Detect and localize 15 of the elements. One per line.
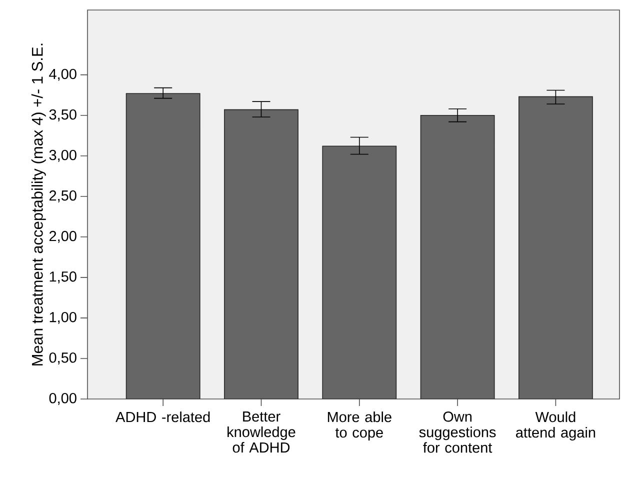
x-tick-label: More able to cope — [328, 412, 392, 441]
y-tick-label: 1,50 — [50, 271, 76, 284]
y-axis-title: Mean treatment acceptability (max 4) +/- 1 S.E. — [31, 44, 46, 366]
x-tick-label: Better knowledge of ADHD — [228, 412, 296, 453]
y-tick-label: 2,00 — [49, 230, 76, 243]
y-tick-label: 4,00 — [49, 68, 76, 81]
x-tick-label: Would attend again — [516, 412, 596, 441]
x-tick-label: ADHD -related — [116, 412, 210, 422]
y-tick-label: 0,00 — [49, 392, 76, 405]
y-tick-label: 3,50 — [49, 109, 76, 122]
y-tick-label: 2,50 — [49, 190, 76, 202]
y-tick-label: 3,00 — [49, 150, 76, 162]
y-tick-label: 0,50 — [49, 352, 76, 364]
y-tick-label: 1,00 — [50, 312, 76, 324]
x-tick-label: Own suggestions for content — [419, 412, 496, 453]
